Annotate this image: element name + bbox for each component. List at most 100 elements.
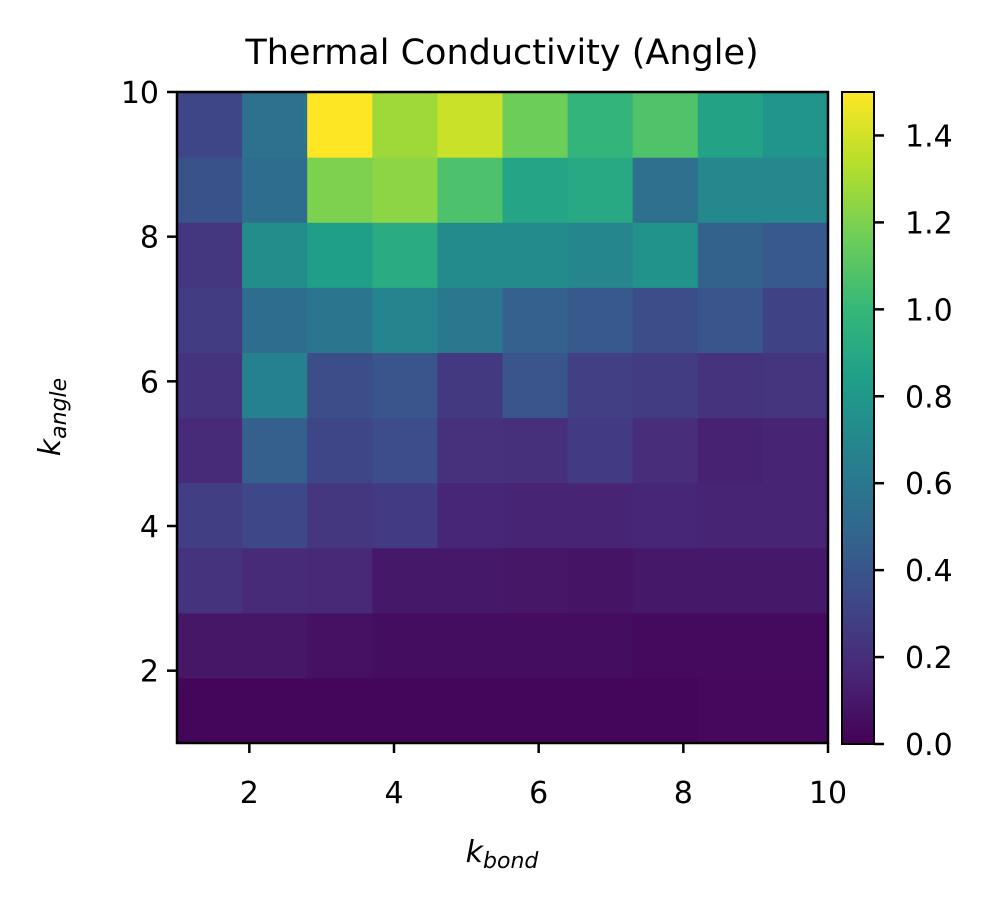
- heatmap-cell: [567, 157, 634, 223]
- heatmap-cell: [567, 287, 634, 353]
- x-tick-label: 2: [240, 776, 259, 811]
- heatmap-cell: [502, 92, 569, 158]
- heatmap-cells: [177, 92, 829, 744]
- heatmap-cell: [697, 547, 764, 614]
- heatmap-cell: [242, 287, 308, 353]
- colorbar-tick-label: 0.0: [905, 728, 953, 763]
- heatmap-cell: [242, 482, 308, 549]
- heatmap-cell: [177, 352, 243, 419]
- heatmap-cell: [437, 287, 504, 353]
- heatmap-cell: [502, 547, 569, 614]
- heatmap-cell: [437, 547, 504, 614]
- colorbar-tick-label: 0.4: [905, 554, 953, 589]
- heatmap-cell: [762, 92, 829, 158]
- x-tick-label: 10: [809, 776, 847, 811]
- heatmap-cell: [372, 92, 438, 158]
- heatmap-cell: [242, 352, 308, 419]
- heatmap-cell: [632, 677, 699, 744]
- x-tick-label: 6: [529, 776, 548, 811]
- heatmap-cell: [437, 482, 504, 549]
- x-axis-label: kbond: [466, 835, 540, 874]
- y-tick-label: 2: [140, 655, 159, 690]
- heatmap-cell: [697, 287, 764, 353]
- heatmap-cell: [437, 157, 504, 223]
- heatmap-cell: [762, 287, 829, 353]
- heatmap-cell: [762, 482, 829, 549]
- colorbar-tick-label: 1.4: [905, 119, 953, 154]
- heatmap-cell: [762, 157, 829, 223]
- heatmap-cell: [372, 482, 438, 549]
- heatmap-cell: [632, 92, 699, 158]
- heatmap-cell: [762, 612, 829, 679]
- heatmap-cell: [762, 547, 829, 614]
- heatmap-cell: [372, 352, 438, 419]
- heatmap-cell: [372, 547, 438, 614]
- heatmap-cell: [502, 352, 569, 419]
- heatmap-cell: [567, 92, 634, 158]
- heatmap-cell: [372, 612, 438, 679]
- heatmap-cell: [437, 222, 504, 288]
- heatmap-cell: [567, 612, 634, 679]
- heatmap-cell: [697, 677, 764, 744]
- heatmap-cell: [177, 287, 243, 353]
- heatmap-cell: [307, 547, 373, 614]
- heatmap-cell: [307, 222, 373, 288]
- heatmap-cell: [177, 612, 243, 679]
- heatmap-cell: [307, 612, 373, 679]
- heatmap-cell: [372, 677, 438, 744]
- heatmap-cell: [697, 612, 764, 679]
- heatmap-cell: [177, 677, 243, 744]
- heatmap-cell: [697, 157, 764, 223]
- heatmap-cell: [697, 222, 764, 288]
- heatmap-cell: [502, 612, 569, 679]
- heatmap-cell: [502, 287, 569, 353]
- heatmap-cell: [307, 92, 373, 158]
- heatmap-cell: [437, 612, 504, 679]
- heatmap-cell: [567, 547, 634, 614]
- heatmap-cell: [697, 482, 764, 549]
- heatmap-cell: [242, 547, 308, 614]
- x-tick-label: 4: [384, 776, 403, 811]
- heatmap-cell: [242, 417, 308, 484]
- x-axis-label-sub: bond: [483, 849, 539, 874]
- heatmap-cell: [632, 222, 699, 288]
- heatmap-cell: [502, 222, 569, 288]
- heatmap-cell: [567, 417, 634, 484]
- heatmap-cell: [502, 482, 569, 549]
- heatmap-cell: [567, 352, 634, 419]
- y-axis-label-sub: angle: [47, 378, 72, 439]
- heatmap-cell: [437, 417, 504, 484]
- heatmap-cell: [307, 482, 373, 549]
- heatmap-cell: [502, 417, 569, 484]
- colorbar-tick-label: 0.2: [905, 641, 953, 676]
- heatmap-cell: [697, 417, 764, 484]
- heatmap-cell: [502, 677, 569, 744]
- heatmap-cell: [177, 547, 243, 614]
- heatmap-cell: [632, 287, 699, 353]
- heatmap-cell: [242, 92, 308, 158]
- heatmap-cell: [567, 482, 634, 549]
- heatmap-cell: [242, 677, 308, 744]
- heatmap-cell: [762, 677, 829, 744]
- heatmap-cell: [372, 157, 438, 223]
- y-axis-label: kangle: [33, 378, 72, 456]
- x-tick-label: 8: [674, 776, 693, 811]
- colorbar-tick-label: 0.6: [905, 467, 953, 502]
- x-axis: 2 4 6 8 10: [240, 743, 847, 811]
- colorbar-tick-label: 1.0: [905, 293, 953, 328]
- heatmap-cell: [372, 417, 438, 484]
- heatmap-cell: [567, 677, 634, 744]
- heatmap-cell: [567, 222, 634, 288]
- heatmap-cell: [632, 547, 699, 614]
- y-tick-label: 4: [140, 510, 159, 545]
- heatmap-cell: [697, 92, 764, 158]
- y-axis: 2 4 6 8 10: [121, 76, 177, 690]
- x-axis-label-base: k: [466, 835, 485, 870]
- heatmap-cell: [307, 677, 373, 744]
- y-tick-label: 6: [140, 365, 159, 400]
- heatmap-cell: [177, 157, 243, 223]
- heatmap-cell: [307, 287, 373, 353]
- heatmap-cell: [177, 222, 243, 288]
- y-axis-label-base: k: [33, 437, 68, 456]
